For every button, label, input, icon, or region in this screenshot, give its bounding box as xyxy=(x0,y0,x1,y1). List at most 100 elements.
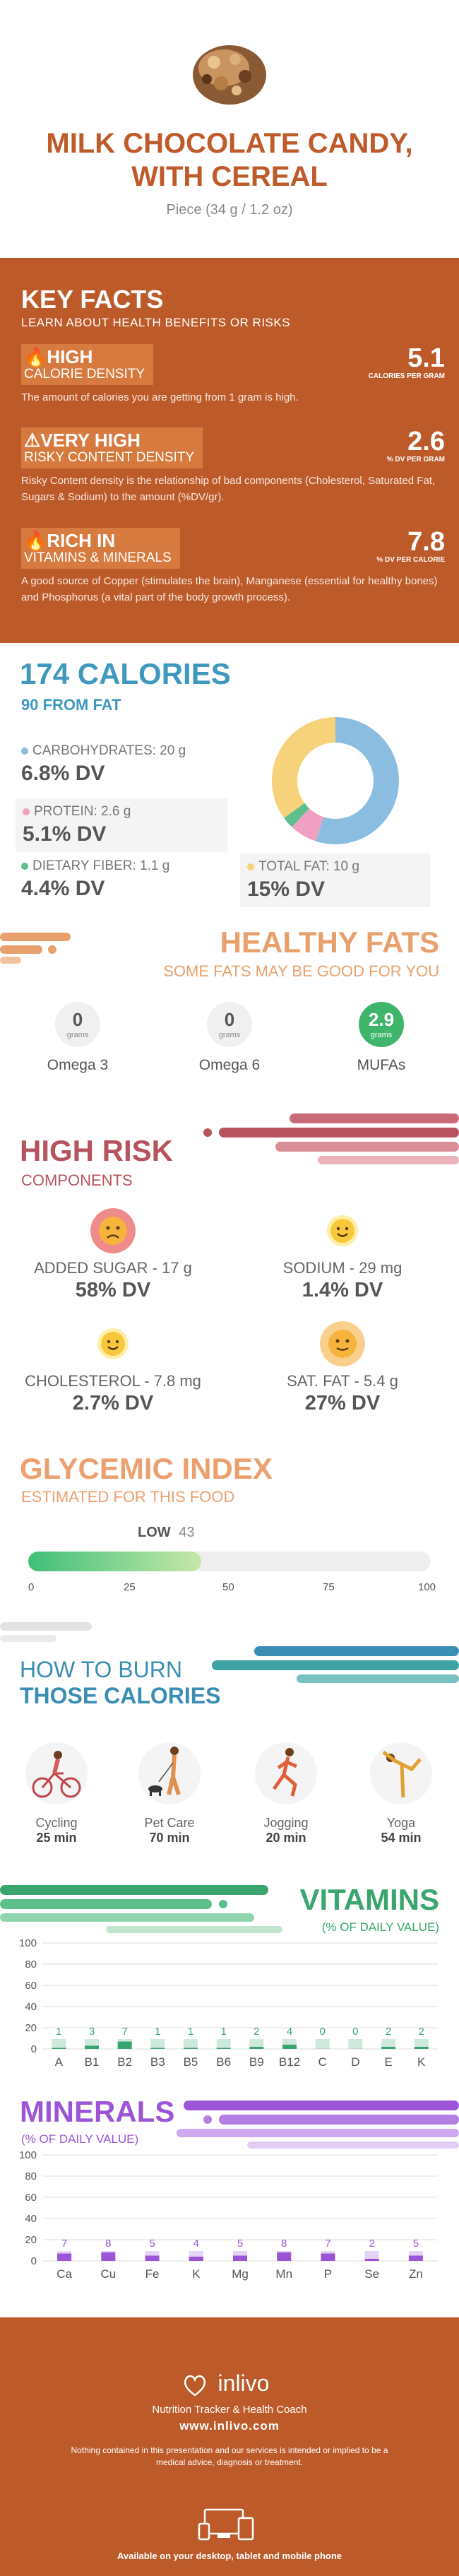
nutrient-label: TOTAL FAT: 10 g xyxy=(258,859,359,874)
scale-tick: 75 xyxy=(323,1581,335,1593)
mineral-bar-K xyxy=(189,2257,203,2261)
mineral-category-label: Ca xyxy=(56,2267,72,2281)
devices-icon xyxy=(198,2508,254,2541)
nutrient-carbohydrates: CARBOHYDRATES: 20 g 6.8% DV xyxy=(21,743,186,786)
mineral-bar-bg xyxy=(408,2251,423,2261)
vitamin-value-label: 0 xyxy=(319,2026,325,2038)
vitamins-title: VITAMINS xyxy=(299,1883,439,1916)
candy-photo xyxy=(193,45,266,105)
risk-dv: 2.7% DV xyxy=(72,1392,154,1414)
y-tick-label: 80 xyxy=(25,2170,37,2182)
mineral-category-label: Se xyxy=(364,2267,379,2281)
vitamin-category-label: C xyxy=(318,2055,327,2069)
fat-unit: grams xyxy=(66,1031,89,1039)
nutrient-label: PROTEIN: 2.6 g xyxy=(34,804,131,819)
calories-title: 174 CALORIES xyxy=(20,657,231,690)
vitamin-bar-bg xyxy=(184,2039,198,2049)
legend-dot xyxy=(247,863,254,870)
mineral-bar-Mg xyxy=(233,2255,247,2261)
decorative-stripes xyxy=(0,933,71,964)
fact-description: A good source of Copper (stimulates the … xyxy=(21,575,438,603)
fat-unit: grams xyxy=(370,1031,393,1039)
vitamin-bar-bg xyxy=(117,2039,132,2049)
fact-level-text: RICH IN xyxy=(47,530,116,551)
fact-name: RISKY CONTENT DENSITY xyxy=(24,450,195,465)
vitamin-bar-K xyxy=(414,2047,429,2049)
glycemic-fill-bar xyxy=(28,1552,202,1571)
risk-sat-fat: SAT. FAT - 5.4 g 27% DV xyxy=(237,1321,448,1415)
fact-name: CALORIE DENSITY xyxy=(24,367,145,382)
high-risk-subtitle: COMPONENTS xyxy=(21,1171,133,1189)
fact-number: 5.1 xyxy=(407,343,445,373)
burn-title-1: HOW TO BURN xyxy=(20,1657,182,1682)
mineral-category-label: K xyxy=(192,2267,201,2281)
nutrient-label: CARBOHYDRATES: 20 g xyxy=(32,743,186,758)
mineral-value-label: 8 xyxy=(105,2238,111,2250)
y-tick-label: 40 xyxy=(25,2213,37,2225)
calories-subtitle: 90 FROM FAT xyxy=(21,696,121,714)
fact-risky-content: ⚠VERY HIGH RISKY CONTENT DENSITY 2.6 % D… xyxy=(21,427,445,505)
flame-icon: 🔥 xyxy=(24,346,47,367)
activity-minutes: 20 min xyxy=(266,1831,306,1845)
neutral-face-icon xyxy=(320,1321,365,1366)
fact-vitamins-minerals: 🔥RICH IN VITAMINS & MINERALS 7.8 % DV PE… xyxy=(21,528,445,605)
fact-name: VITAMINS & MINERALS xyxy=(24,550,172,565)
vitamin-bar-bg xyxy=(150,2039,165,2049)
mineral-bar-bg xyxy=(57,2251,72,2261)
happy-face-icon xyxy=(97,1328,129,1359)
activity-minutes: 54 min xyxy=(381,1831,422,1845)
nutrient-dv: 6.8% DV xyxy=(21,762,105,785)
nutrient-dv: 5.1% DV xyxy=(23,822,107,846)
fact-number: 7.8 xyxy=(407,527,445,557)
fat-omega6: 0 grams Omega 6 xyxy=(173,1002,286,1074)
legend-dot xyxy=(21,863,28,870)
key-facts-subtitle: LEARN ABOUT HEALTH BENEFITS OR RISKS xyxy=(21,316,291,329)
y-tick-label: 0 xyxy=(31,2255,37,2267)
risk-dv: 1.4% DV xyxy=(302,1279,383,1301)
fat-value: 0 xyxy=(72,1009,83,1030)
fact-unit: CALORIES PER GRAM xyxy=(368,372,445,380)
vitamin-value-label: 2 xyxy=(418,2026,424,2038)
y-tick-label: 0 xyxy=(31,2043,37,2055)
vitamin-value-label: 1 xyxy=(188,2026,193,2038)
brand-url[interactable]: www.inlivo.com xyxy=(179,2419,280,2433)
key-facts-title: KEY FACTS xyxy=(21,285,164,314)
vitamin-bar-B2 xyxy=(117,2041,132,2049)
risk-label: SAT. FAT - 5.4 g xyxy=(287,1372,398,1390)
mineral-category-label: Mn xyxy=(275,2267,292,2281)
activity-jogging: Jogging 20 min xyxy=(240,1738,332,1845)
risk-added-sugar: ADDED SUGAR - 17 g 58% DV xyxy=(7,1208,219,1302)
nutrient-fiber: DIETARY FIBER: 1.1 g 4.4% DV xyxy=(21,858,169,901)
activity-minutes: 25 min xyxy=(36,1831,77,1845)
activity-name: Pet Care xyxy=(144,1816,195,1830)
vitamin-category-label: A xyxy=(55,2055,64,2069)
activity-name: Jogging xyxy=(263,1816,309,1830)
decorative-stripes xyxy=(0,1622,459,1683)
heart-logo-icon xyxy=(184,2375,206,2397)
jogging-icon xyxy=(255,1742,317,1804)
mineral-bar-Mn xyxy=(277,2252,292,2261)
mineral-value-label: 4 xyxy=(193,2238,199,2250)
y-tick-label: 60 xyxy=(25,1980,37,1992)
mineral-bar-P xyxy=(321,2253,335,2261)
risk-label: ADDED SUGAR - 17 g xyxy=(34,1259,192,1277)
brand-name: inlivo xyxy=(217,2370,270,2396)
fact-level: 🔥HIGH xyxy=(24,347,145,367)
activity-name: Cycling xyxy=(35,1816,78,1830)
mineral-bar-Zn xyxy=(408,2255,423,2261)
vitamin-category-label: B9 xyxy=(249,2055,264,2069)
vitamin-bar-E xyxy=(381,2047,395,2049)
fact-unit: % DV PER GRAM xyxy=(386,456,445,463)
fact-unit: % DV PER CALORIE xyxy=(376,556,445,564)
vitamin-bar-bg xyxy=(348,2039,363,2049)
availability-note: Available on your desktop, tablet and mo… xyxy=(117,2551,342,2561)
fat-circle: 0 grams xyxy=(55,1002,100,1047)
fact-level: 🔥RICH IN xyxy=(24,531,172,550)
scale-tick: 25 xyxy=(124,1581,136,1593)
mineral-value-label: 2 xyxy=(369,2238,374,2250)
mineral-bar-bg xyxy=(321,2251,335,2261)
mineral-value-label: 7 xyxy=(325,2238,330,2250)
vitamins-subtitle: (% OF DAILY VALUE) xyxy=(321,1920,439,1934)
vitamin-bar-A xyxy=(52,2048,66,2049)
